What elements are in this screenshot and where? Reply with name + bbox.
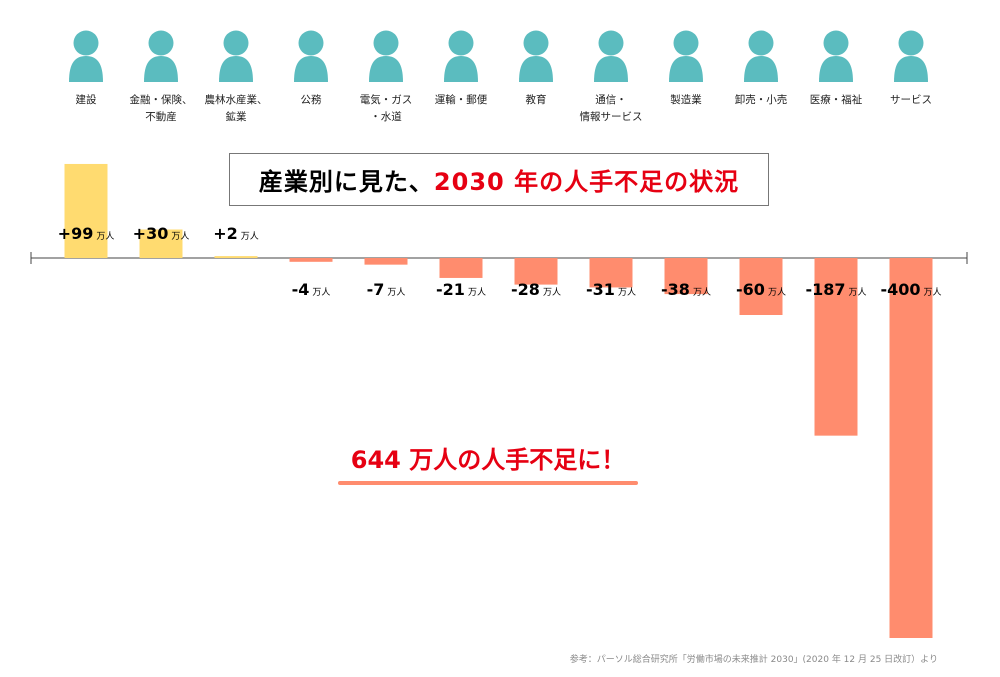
data-label: +99 万人 xyxy=(58,224,115,243)
bar xyxy=(289,258,333,262)
data-label-value: -60 xyxy=(736,280,765,299)
data-label-value: -28 xyxy=(511,280,540,299)
data-label-value: -4 xyxy=(292,280,310,299)
data-label: -400 万人 xyxy=(880,280,941,299)
data-label: -187 万人 xyxy=(805,280,866,299)
data-label-unit: 万人 xyxy=(241,231,259,242)
category-column: サービス xyxy=(874,30,949,109)
bar xyxy=(364,258,408,265)
person-icon xyxy=(69,30,103,82)
bar xyxy=(439,258,483,278)
bar xyxy=(214,256,258,258)
shortage-callout: 644 万人の人手不足に！ xyxy=(350,446,626,474)
person-icon xyxy=(294,30,328,82)
category-label: 建設 xyxy=(75,94,97,106)
bar xyxy=(589,258,633,288)
person-icon xyxy=(819,30,853,82)
data-label-value: +30 xyxy=(133,224,169,243)
title-prefix: 産業別に見た、 xyxy=(258,168,434,196)
category-label: 医療・福祉 xyxy=(809,94,863,106)
data-label-value: +99 xyxy=(58,224,94,243)
category-column: 卸売・小売 xyxy=(724,30,799,109)
bar xyxy=(664,258,708,295)
person-icon xyxy=(894,30,928,82)
data-label-value: -38 xyxy=(661,280,690,299)
chart-title: 産業別に見た、 2030 年の人手不足の状況 xyxy=(229,153,769,206)
callout-underline xyxy=(338,481,638,485)
data-label: -28 万人 xyxy=(511,280,561,299)
data-label: +2 万人 xyxy=(213,224,259,243)
data-label-unit: 万人 xyxy=(543,287,561,298)
category-column: 電気・ガス ・水道 xyxy=(349,30,424,126)
data-label: -60 万人 xyxy=(736,280,786,299)
bar xyxy=(739,258,783,315)
category-column: 運輸・郵便 xyxy=(424,30,499,109)
data-label-unit: 万人 xyxy=(618,287,636,298)
data-label-value: -31 xyxy=(586,280,615,299)
bar xyxy=(64,163,108,258)
data-label-unit: 万人 xyxy=(768,287,786,298)
data-label-unit: 万人 xyxy=(849,287,867,298)
category-label: 公務 xyxy=(300,94,322,106)
person-icon xyxy=(219,30,253,82)
data-label-value: -7 xyxy=(367,280,385,299)
category-column: 金融・保険、 不動産 xyxy=(124,30,199,126)
data-label-unit: 万人 xyxy=(924,287,942,298)
person-icon xyxy=(669,30,703,82)
data-label: -7 万人 xyxy=(367,280,406,299)
source-note: 参考：パーソル総合研究所「労働市場の未来推計 2030」(2020 年 12 月… xyxy=(569,655,938,665)
data-label: -38 万人 xyxy=(661,280,711,299)
data-label: -31 万人 xyxy=(586,280,636,299)
bar xyxy=(814,258,858,436)
person-icon xyxy=(369,30,403,82)
bar xyxy=(139,229,183,258)
category-column: 教育 xyxy=(499,30,574,109)
category-label: 教育 xyxy=(525,94,547,106)
title-accent: 2030 年の人手不足の状況 xyxy=(433,168,740,196)
category-column: 医療・福祉 xyxy=(799,30,874,109)
category-column: 建設 xyxy=(49,30,124,109)
category-label: 電気・ガス ・水道 xyxy=(359,94,413,123)
person-icon xyxy=(519,30,553,82)
data-label-unit: 万人 xyxy=(171,231,189,242)
person-icon xyxy=(444,30,478,82)
data-label: +30 万人 xyxy=(133,224,190,243)
category-column: 公務 xyxy=(274,30,349,109)
bar xyxy=(889,258,933,638)
category-label: 製造業 xyxy=(670,94,702,106)
bar xyxy=(514,258,558,285)
data-label-value: -400 xyxy=(880,280,920,299)
category-label: 卸売・小売 xyxy=(734,94,788,106)
data-label-value: -187 xyxy=(805,280,845,299)
category-column: 農林水産業、 鉱業 xyxy=(199,30,274,126)
person-icon xyxy=(744,30,778,82)
person-icon xyxy=(594,30,628,82)
category-label: 農林水産業、 鉱業 xyxy=(204,94,268,123)
data-label: -4 万人 xyxy=(292,280,331,299)
data-label-unit: 万人 xyxy=(387,287,405,298)
data-label-value: -21 xyxy=(436,280,465,299)
category-column: 通信・ 情報サービス xyxy=(574,30,649,126)
category-label: 通信・ 情報サービス xyxy=(579,94,643,123)
category-label: 金融・保険、 不動産 xyxy=(129,94,193,123)
category-label: 運輸・郵便 xyxy=(434,94,488,106)
person-icon xyxy=(144,30,178,82)
data-label-value: +2 xyxy=(213,224,238,243)
data-label-unit: 万人 xyxy=(468,287,486,298)
data-label-unit: 万人 xyxy=(312,287,330,298)
category-label: サービス xyxy=(890,94,932,106)
data-label-unit: 万人 xyxy=(693,287,711,298)
category-column: 製造業 xyxy=(649,30,724,109)
data-label-unit: 万人 xyxy=(96,231,114,242)
data-label: -21 万人 xyxy=(436,280,486,299)
